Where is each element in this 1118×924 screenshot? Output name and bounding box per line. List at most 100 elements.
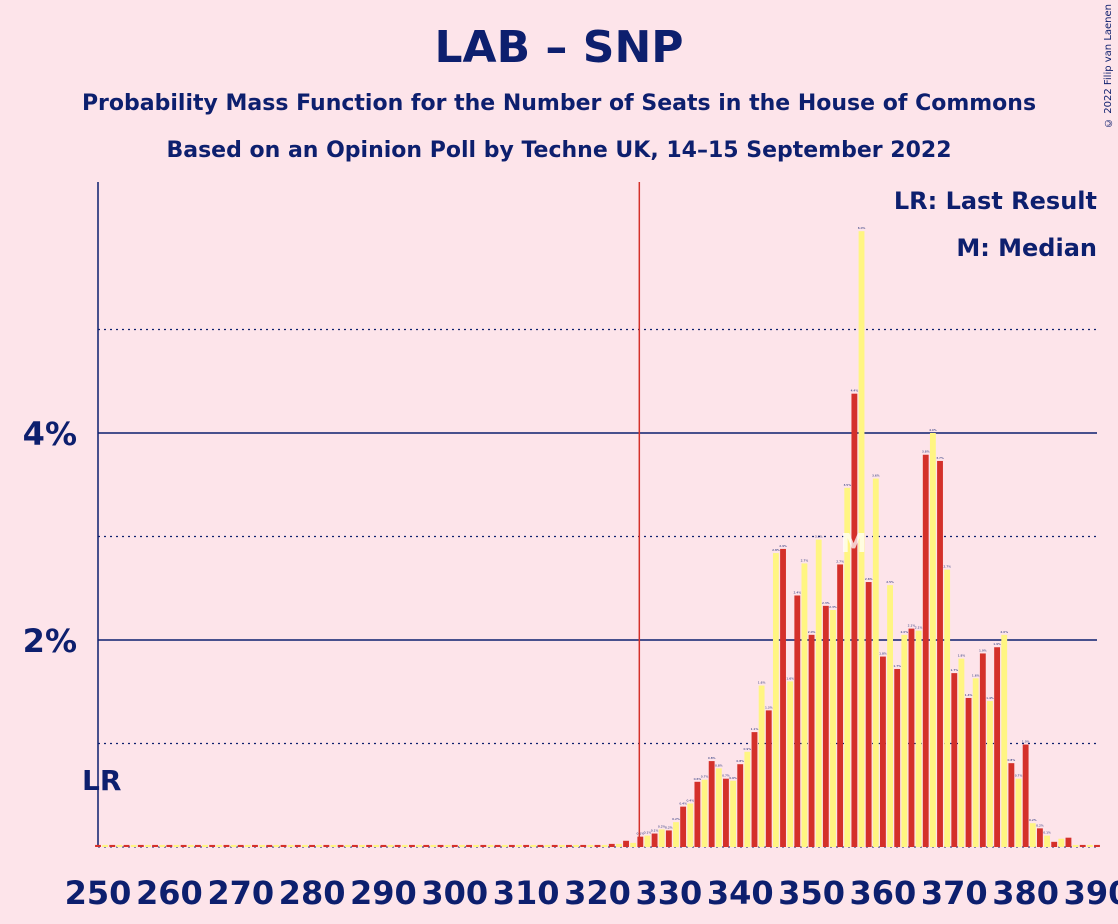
bar-321: [601, 844, 608, 847]
bar-318: [580, 844, 587, 847]
bar-352: [822, 605, 829, 847]
bar-296: [423, 844, 430, 847]
bar-274: [266, 844, 273, 847]
bar-data-label: 6.0%: [858, 226, 866, 230]
x-tick-label: 260: [136, 874, 203, 912]
bar-data-label: 0.2%: [672, 817, 680, 821]
bar-340: [737, 764, 744, 847]
bar-data-label: 0.8%: [708, 756, 716, 760]
bar-256: [137, 844, 144, 847]
x-tick-label: 370: [921, 874, 988, 912]
bar-379: [1015, 778, 1022, 847]
bar-351: [815, 539, 822, 847]
bar-339: [730, 780, 737, 847]
bar-316: [566, 844, 572, 847]
bar-data-label: 1.0%: [1022, 740, 1030, 744]
bar-364: [908, 628, 915, 847]
bar-298: [437, 844, 444, 847]
median-marker: M: [841, 529, 867, 559]
bar-320: [594, 844, 601, 847]
bar-341: [744, 751, 751, 847]
bar-332: [680, 806, 687, 847]
bar-data-label: 1.3%: [765, 705, 773, 709]
bar-333: [687, 803, 694, 847]
bar-data-label: 2.7%: [943, 565, 951, 569]
bar-380: [1022, 744, 1029, 847]
bar-312: [537, 844, 544, 847]
bar-372: [965, 697, 972, 847]
bar-302: [466, 844, 472, 847]
chart-subtitle-poll-source: Based on an Opinion Poll by Techne UK, 1…: [166, 138, 952, 163]
bar-263: [187, 844, 194, 847]
bar-390: [1094, 844, 1100, 847]
bar-375: [987, 701, 993, 847]
bar-376: [994, 647, 1001, 847]
bar-338: [723, 778, 729, 847]
bar-data-label: 2.7%: [801, 558, 809, 562]
bar-data-label: 2.7%: [836, 559, 844, 563]
chart-title: LAB – SNP: [434, 22, 684, 73]
bar-311: [530, 844, 537, 847]
bar-data-label: 1.9%: [993, 642, 1001, 646]
bar-data-label: 1.7%: [950, 668, 958, 672]
bar-data-label: 2.5%: [886, 580, 894, 584]
bar-251: [102, 844, 109, 847]
bar-334: [694, 781, 701, 847]
bar-387: [1072, 844, 1079, 847]
bar-367: [929, 433, 936, 847]
bar-304: [480, 844, 487, 847]
bar-282: [323, 844, 330, 847]
bar-data-label: 0.1%: [637, 832, 645, 836]
bar-data-label: 1.6%: [786, 676, 794, 680]
bar-278: [294, 844, 301, 847]
bar-250: [95, 844, 101, 847]
bar-data-label: 2.8%: [772, 548, 780, 552]
bar-280: [309, 844, 315, 847]
bar-262: [180, 844, 187, 847]
x-tick-label: 360: [850, 874, 917, 912]
bar-269: [230, 844, 237, 847]
bar-291: [387, 844, 394, 847]
bar-326: [637, 836, 644, 847]
bar-data-label: 0.2%: [665, 825, 673, 829]
bar-data-label: 0.6%: [729, 776, 737, 780]
bar-360: [880, 656, 886, 847]
bar-283: [330, 844, 337, 847]
bar-data-label: 2.0%: [1000, 630, 1008, 634]
x-tick-label: 350: [778, 874, 845, 912]
bar-264: [194, 844, 201, 847]
bar-285: [344, 844, 351, 847]
bar-354: [837, 564, 844, 847]
bar-366: [922, 454, 929, 847]
bar-252: [109, 844, 116, 847]
bar-271: [244, 844, 251, 847]
bar-319: [587, 844, 594, 847]
bar-371: [958, 658, 965, 847]
bar-data-label: 2.6%: [865, 577, 873, 581]
bar-309: [516, 844, 522, 847]
bar-data-label: 3.0%: [815, 535, 823, 539]
bar-349: [801, 563, 808, 847]
bar-data-label: 2.9%: [779, 544, 787, 548]
bar-281: [316, 844, 323, 847]
bar-335: [701, 779, 708, 847]
bar-345: [772, 553, 779, 847]
bar-386: [1065, 837, 1072, 847]
bar-data-label: 0.8%: [715, 763, 723, 767]
last-result-label: LR: [82, 764, 121, 797]
bar-383: [1044, 835, 1050, 847]
bar-303: [473, 844, 480, 847]
bar-data-label: 0.4%: [686, 799, 694, 803]
bar-362: [894, 668, 901, 847]
bar-295: [416, 844, 423, 847]
legend-median: M: Median: [956, 234, 1097, 262]
bar-254: [123, 844, 130, 847]
bar-305: [487, 844, 494, 847]
x-tick-label: 270: [207, 874, 274, 912]
bar-267: [216, 844, 223, 847]
bar-361: [887, 585, 893, 847]
bar-294: [409, 844, 415, 847]
bar-data-label: 4.0%: [929, 428, 937, 432]
bar-data-label: 0.1%: [644, 831, 652, 835]
